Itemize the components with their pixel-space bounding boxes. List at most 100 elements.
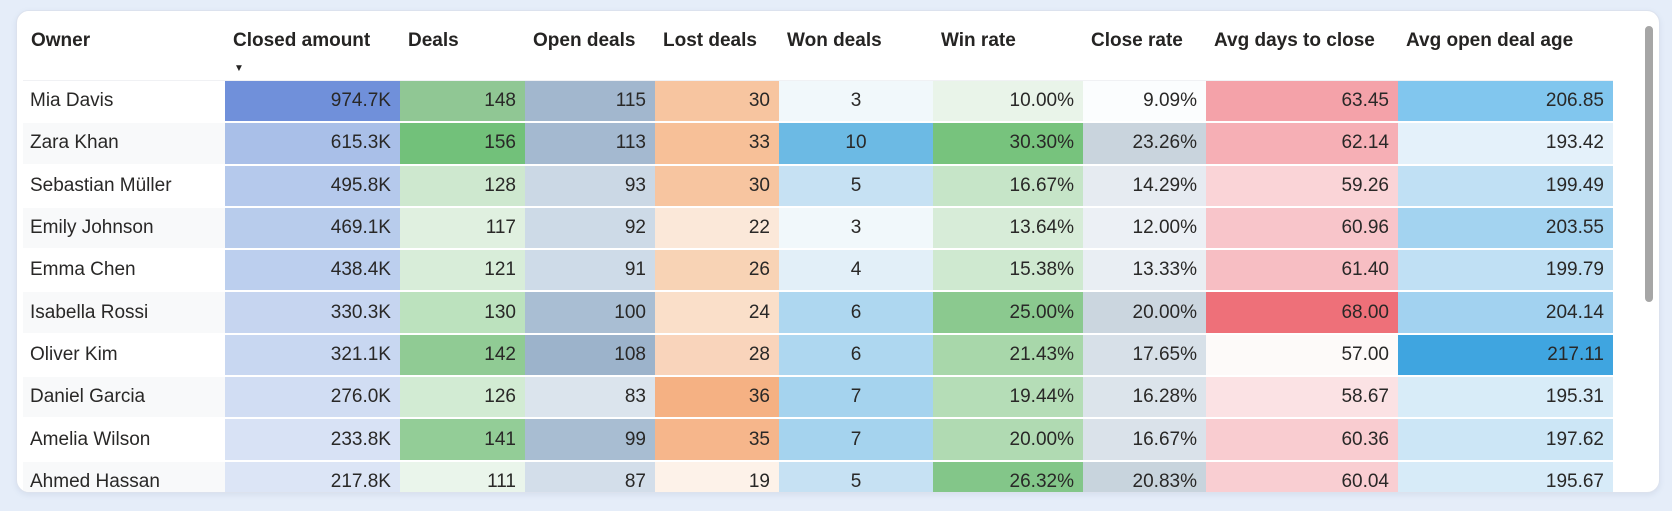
cell-close-rate[interactable]: 23.26% xyxy=(1083,123,1206,166)
cell-deals[interactable]: 126 xyxy=(400,377,525,420)
cell-win-rate[interactable]: 19.44% xyxy=(933,377,1083,420)
cell-open-deals[interactable]: 92 xyxy=(525,207,655,251)
cell-won-deals[interactable]: 5 xyxy=(779,461,933,492)
cell-deals[interactable]: 141 xyxy=(400,419,525,462)
cell-open-deals[interactable]: 91 xyxy=(525,250,655,293)
cell-won-deals[interactable]: 4 xyxy=(779,250,933,293)
cell-avg-days-to-close[interactable]: 60.96 xyxy=(1206,207,1398,251)
column-header-open-deals[interactable]: Open deals xyxy=(525,11,655,81)
cell-avg-days-to-close[interactable]: 58.67 xyxy=(1206,377,1398,420)
cell-close-rate[interactable]: 20.00% xyxy=(1083,292,1206,335)
cell-close-rate[interactable]: 16.28% xyxy=(1083,377,1206,420)
column-header-deals[interactable]: Deals xyxy=(400,11,525,81)
cell-owner[interactable]: Zara Khan xyxy=(23,123,225,166)
cell-closed-amount[interactable]: 233.8K xyxy=(225,419,400,462)
cell-open-deals[interactable]: 87 xyxy=(525,461,655,492)
column-header-win-rate[interactable]: Win rate xyxy=(933,11,1083,81)
cell-deals[interactable]: 130 xyxy=(400,292,525,335)
cell-close-rate[interactable]: 17.65% xyxy=(1083,334,1206,378)
cell-closed-amount[interactable]: 469.1K xyxy=(225,207,400,251)
cell-owner[interactable]: Mia Davis xyxy=(23,81,225,124)
cell-won-deals[interactable]: 3 xyxy=(779,207,933,251)
column-header-close-rate[interactable]: Close rate xyxy=(1083,11,1206,81)
cell-lost-deals[interactable]: 28 xyxy=(655,334,779,378)
cell-win-rate[interactable]: 25.00% xyxy=(933,292,1083,335)
cell-avg-days-to-close[interactable]: 59.26 xyxy=(1206,165,1398,208)
cell-deals[interactable]: 117 xyxy=(400,207,525,251)
cell-won-deals[interactable]: 7 xyxy=(779,419,933,462)
column-header-won-deals[interactable]: Won deals xyxy=(779,11,933,81)
cell-won-deals[interactable]: 10 xyxy=(779,123,933,166)
cell-close-rate[interactable]: 16.67% xyxy=(1083,419,1206,462)
cell-open-deals[interactable]: 99 xyxy=(525,419,655,462)
vertical-scrollbar-thumb[interactable] xyxy=(1645,26,1653,302)
cell-closed-amount[interactable]: 974.7K xyxy=(225,81,400,124)
cell-lost-deals[interactable]: 35 xyxy=(655,419,779,462)
cell-avg-open-deal-age[interactable]: 197.62 xyxy=(1398,419,1613,462)
cell-owner[interactable]: Isabella Rossi xyxy=(23,292,225,335)
cell-owner[interactable]: Sebastian Müller xyxy=(23,165,225,208)
column-header-owner[interactable]: Owner xyxy=(23,11,225,81)
cell-lost-deals[interactable]: 30 xyxy=(655,165,779,208)
column-header-avg-days-to-close[interactable]: Avg days to close xyxy=(1206,11,1398,81)
cell-win-rate[interactable]: 30.30% xyxy=(933,123,1083,166)
cell-lost-deals[interactable]: 19 xyxy=(655,461,779,492)
cell-lost-deals[interactable]: 26 xyxy=(655,250,779,293)
cell-avg-open-deal-age[interactable]: 199.49 xyxy=(1398,165,1613,208)
cell-owner[interactable]: Oliver Kim xyxy=(23,334,225,378)
cell-close-rate[interactable]: 13.33% xyxy=(1083,250,1206,293)
cell-open-deals[interactable]: 100 xyxy=(525,292,655,335)
cell-avg-days-to-close[interactable]: 61.40 xyxy=(1206,250,1398,293)
cell-closed-amount[interactable]: 495.8K xyxy=(225,165,400,208)
cell-avg-open-deal-age[interactable]: 206.85 xyxy=(1398,81,1613,124)
cell-closed-amount[interactable]: 321.1K xyxy=(225,334,400,378)
cell-open-deals[interactable]: 83 xyxy=(525,377,655,420)
cell-open-deals[interactable]: 108 xyxy=(525,334,655,378)
cell-won-deals[interactable]: 6 xyxy=(779,334,933,378)
cell-win-rate[interactable]: 20.00% xyxy=(933,419,1083,462)
cell-closed-amount[interactable]: 276.0K xyxy=(225,377,400,420)
cell-lost-deals[interactable]: 33 xyxy=(655,123,779,166)
cell-win-rate[interactable]: 10.00% xyxy=(933,81,1083,124)
column-header-closed-amount[interactable]: Closed amount ▼ xyxy=(225,11,400,81)
cell-lost-deals[interactable]: 24 xyxy=(655,292,779,335)
cell-avg-open-deal-age[interactable]: 195.31 xyxy=(1398,377,1613,420)
cell-close-rate[interactable]: 12.00% xyxy=(1083,207,1206,251)
cell-avg-open-deal-age[interactable]: 195.67 xyxy=(1398,461,1613,492)
cell-won-deals[interactable]: 5 xyxy=(779,165,933,208)
cell-won-deals[interactable]: 6 xyxy=(779,292,933,335)
cell-won-deals[interactable]: 3 xyxy=(779,81,933,124)
cell-closed-amount[interactable]: 615.3K xyxy=(225,123,400,166)
cell-avg-open-deal-age[interactable]: 199.79 xyxy=(1398,250,1613,293)
cell-deals[interactable]: 121 xyxy=(400,250,525,293)
cell-closed-amount[interactable]: 330.3K xyxy=(225,292,400,335)
cell-owner[interactable]: Emily Johnson xyxy=(23,207,225,251)
cell-open-deals[interactable]: 93 xyxy=(525,165,655,208)
cell-won-deals[interactable]: 7 xyxy=(779,377,933,420)
cell-win-rate[interactable]: 13.64% xyxy=(933,207,1083,251)
cell-lost-deals[interactable]: 22 xyxy=(655,207,779,251)
cell-open-deals[interactable]: 115 xyxy=(525,81,655,124)
cell-deals[interactable]: 148 xyxy=(400,81,525,124)
cell-deals[interactable]: 111 xyxy=(400,461,525,492)
cell-lost-deals[interactable]: 36 xyxy=(655,377,779,420)
cell-close-rate[interactable]: 14.29% xyxy=(1083,165,1206,208)
cell-avg-open-deal-age[interactable]: 193.42 xyxy=(1398,123,1613,166)
column-header-lost-deals[interactable]: Lost deals xyxy=(655,11,779,81)
cell-closed-amount[interactable]: 438.4K xyxy=(225,250,400,293)
cell-deals[interactable]: 156 xyxy=(400,123,525,166)
cell-avg-days-to-close[interactable]: 60.04 xyxy=(1206,461,1398,492)
cell-avg-days-to-close[interactable]: 62.14 xyxy=(1206,123,1398,166)
cell-win-rate[interactable]: 21.43% xyxy=(933,334,1083,378)
cell-closed-amount[interactable]: 217.8K xyxy=(225,461,400,492)
cell-avg-days-to-close[interactable]: 60.36 xyxy=(1206,419,1398,462)
cell-owner[interactable]: Daniel Garcia xyxy=(23,377,225,420)
column-header-avg-open-deal-age[interactable]: Avg open deal age xyxy=(1398,11,1613,81)
cell-avg-days-to-close[interactable]: 68.00 xyxy=(1206,292,1398,335)
cell-close-rate[interactable]: 9.09% xyxy=(1083,81,1206,124)
cell-avg-open-deal-age[interactable]: 203.55 xyxy=(1398,207,1613,251)
cell-avg-open-deal-age[interactable]: 204.14 xyxy=(1398,292,1613,335)
cell-open-deals[interactable]: 113 xyxy=(525,123,655,166)
cell-owner[interactable]: Emma Chen xyxy=(23,250,225,293)
cell-win-rate[interactable]: 16.67% xyxy=(933,165,1083,208)
